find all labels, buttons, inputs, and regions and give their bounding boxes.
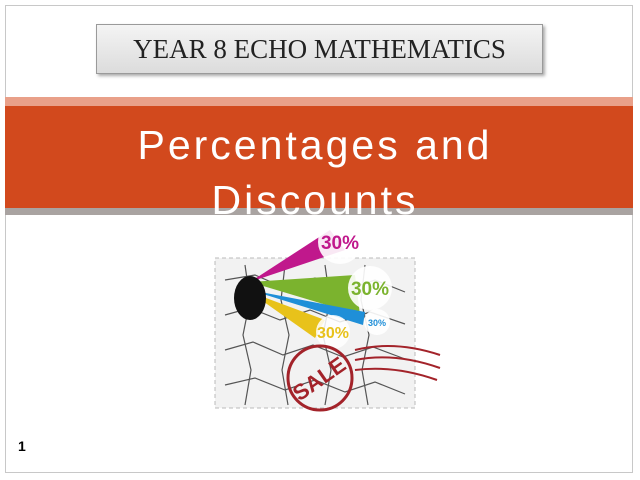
bubble (364, 309, 390, 335)
accent-band (5, 97, 633, 106)
header-title: YEAR 8 ECHO MATHEMATICS (133, 33, 506, 64)
yellow-ray (250, 292, 325, 338)
percent-label: 30% (317, 325, 349, 342)
stamp-lines (354, 345, 441, 381)
percent-label: 30% (368, 318, 386, 328)
slide-number: 1 (18, 438, 26, 454)
sale-stamp (286, 344, 354, 412)
percent-label: 30% (321, 233, 359, 254)
bubble (348, 266, 392, 310)
header-box: YEAR 8 ECHO MATHEMATICS (96, 24, 543, 74)
slide-frame (5, 5, 633, 473)
bubble (318, 220, 362, 264)
shadow-band (5, 208, 633, 215)
discount-illustration: 30% 30% 30% 30% SALE (214, 220, 441, 412)
title-band (5, 106, 633, 208)
bubble (316, 315, 350, 349)
slide-title: Percentages and Discounts (137, 122, 493, 223)
green-ray (250, 275, 360, 315)
percent-label: 30% (351, 279, 389, 300)
ray-source (234, 276, 266, 320)
